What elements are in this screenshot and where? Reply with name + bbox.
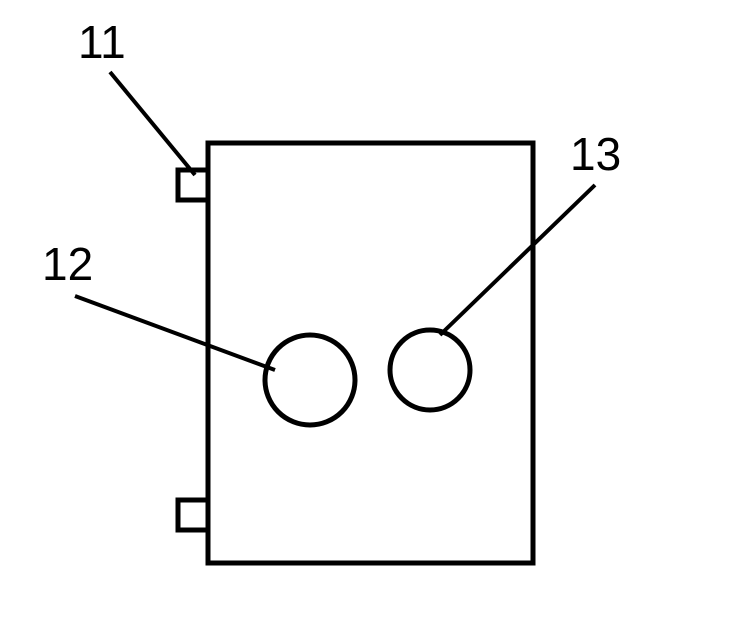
circle-left: [265, 335, 355, 425]
body-rect: [208, 143, 533, 563]
circle-right: [390, 330, 470, 410]
tab-lower: [178, 500, 208, 530]
label-12: 12: [42, 238, 93, 290]
leader-11: [110, 72, 195, 175]
technical-diagram: 11 12 13: [0, 0, 754, 625]
label-11: 11: [78, 16, 126, 68]
label-13: 13: [570, 128, 621, 180]
